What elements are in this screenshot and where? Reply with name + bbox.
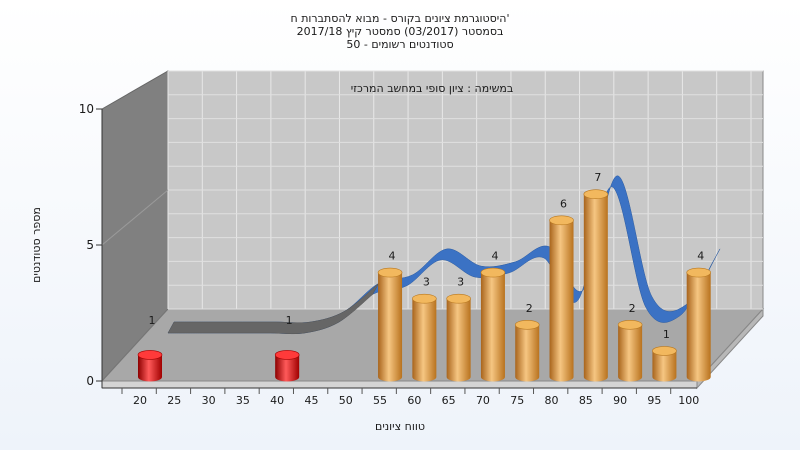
bar-label-85: 7 xyxy=(594,171,601,184)
bar-top xyxy=(617,319,643,330)
x-tick-label-60: 60 xyxy=(407,394,421,407)
bar-body xyxy=(652,350,677,382)
axes: 0 5 10 20 25 30 35 40 45 50 55 60 65 70 75 80 85 90 95 100 xyxy=(79,102,699,407)
bar-label-55: 4 xyxy=(389,250,396,263)
x-tick-label-25: 25 xyxy=(167,394,181,407)
y-axis-label: מספר סטודנטים xyxy=(30,207,43,283)
bar-top xyxy=(377,267,403,278)
bar-body xyxy=(446,298,471,382)
bar-top xyxy=(652,346,677,356)
floor-right-edge xyxy=(696,307,764,390)
bar-70 xyxy=(480,267,506,382)
x-axis-label: טווח ציונים xyxy=(375,420,425,433)
x-tick-label-75: 75 xyxy=(510,394,524,407)
bar-body xyxy=(480,272,505,382)
bar-body xyxy=(378,272,403,382)
bar-20 xyxy=(137,350,163,382)
bar-85 xyxy=(583,189,609,382)
y-tick-label-0: 0 xyxy=(86,374,94,388)
bar-75 xyxy=(514,319,540,382)
bar-top xyxy=(686,267,712,278)
bar-top xyxy=(274,350,300,360)
chart-subtitle: במשימה : ציון סופי במחשב המרכזי xyxy=(351,82,514,95)
bar-label-70: 4 xyxy=(491,250,498,263)
bar-top xyxy=(412,293,437,304)
x-tick-label-65: 65 xyxy=(442,394,456,407)
bar-top xyxy=(549,215,574,226)
x-tick-label-100: 100 xyxy=(678,394,699,407)
bar-label-95: 1 xyxy=(663,328,670,341)
x-tick-label-80: 80 xyxy=(545,394,559,407)
bar-label-65: 3 xyxy=(457,276,464,289)
bar-top xyxy=(137,350,163,360)
bar-40 xyxy=(274,350,300,382)
x-tick-label-30: 30 xyxy=(202,394,216,407)
x-tick-label-40: 40 xyxy=(270,394,284,407)
bar-body xyxy=(275,354,300,382)
x-tick-label-95: 95 xyxy=(647,394,661,407)
bar-65 xyxy=(446,293,471,382)
bar-label-20: 1 xyxy=(149,314,156,327)
bar-body xyxy=(412,298,437,382)
bar-60 xyxy=(412,293,437,382)
bar-body xyxy=(549,220,574,382)
grid-line-side xyxy=(101,189,169,246)
bars: 1 1 4 3 3 4 2 6 7 2 1 4 xyxy=(137,171,712,382)
bar-top xyxy=(446,293,471,304)
chart-title: היסטוגרמת ציונים בקורס - מבוא להסתברות ח… xyxy=(291,12,510,51)
bar-55 xyxy=(377,267,403,382)
x-tick-label-90: 90 xyxy=(613,394,627,407)
bar-100 xyxy=(686,267,712,382)
bar-top xyxy=(480,267,506,278)
bar-top xyxy=(514,319,540,330)
bar-label-100: 4 xyxy=(697,250,704,263)
bar-body xyxy=(618,324,643,382)
bar-label-90: 2 xyxy=(629,302,636,315)
title-line-1: היסטוגרמת ציונים בקורס - מבוא להסתברות ח… xyxy=(291,12,510,25)
x-tick-label-50: 50 xyxy=(339,394,353,407)
bar-label-60: 3 xyxy=(423,276,430,289)
x-tick-label-35: 35 xyxy=(236,394,250,407)
grid-lines xyxy=(101,70,763,310)
bar-80 xyxy=(549,215,574,382)
trend-ribbon-low-section xyxy=(167,283,379,335)
bar-body xyxy=(138,354,162,382)
bar-body xyxy=(583,194,608,382)
x-tick-label-70: 70 xyxy=(476,394,490,407)
bar-top xyxy=(583,189,609,200)
x-tick-label-55: 55 xyxy=(373,394,387,407)
bar-95 xyxy=(652,346,677,382)
title-line-2: בסמסטר (03/2017) סמסטר קיץ 2017/18 xyxy=(297,25,504,38)
x-tick-label-85: 85 xyxy=(579,394,593,407)
floor-front-edge xyxy=(101,380,698,389)
y-tick-label-10: 10 xyxy=(79,102,94,116)
x-tick-label-45: 45 xyxy=(304,394,318,407)
title-line-3: סטודנטים רשומים - 50 xyxy=(346,38,453,51)
bar-label-75: 2 xyxy=(526,302,533,315)
bar-90 xyxy=(617,319,643,382)
bar-label-40: 1 xyxy=(286,314,293,327)
bar-body xyxy=(515,324,540,382)
y-tick-label-5: 5 xyxy=(86,238,94,252)
trend-ribbon xyxy=(167,175,721,335)
x-tick-label-20: 20 xyxy=(133,394,147,407)
bar-label-80: 6 xyxy=(560,197,567,210)
bar-body xyxy=(686,272,711,382)
